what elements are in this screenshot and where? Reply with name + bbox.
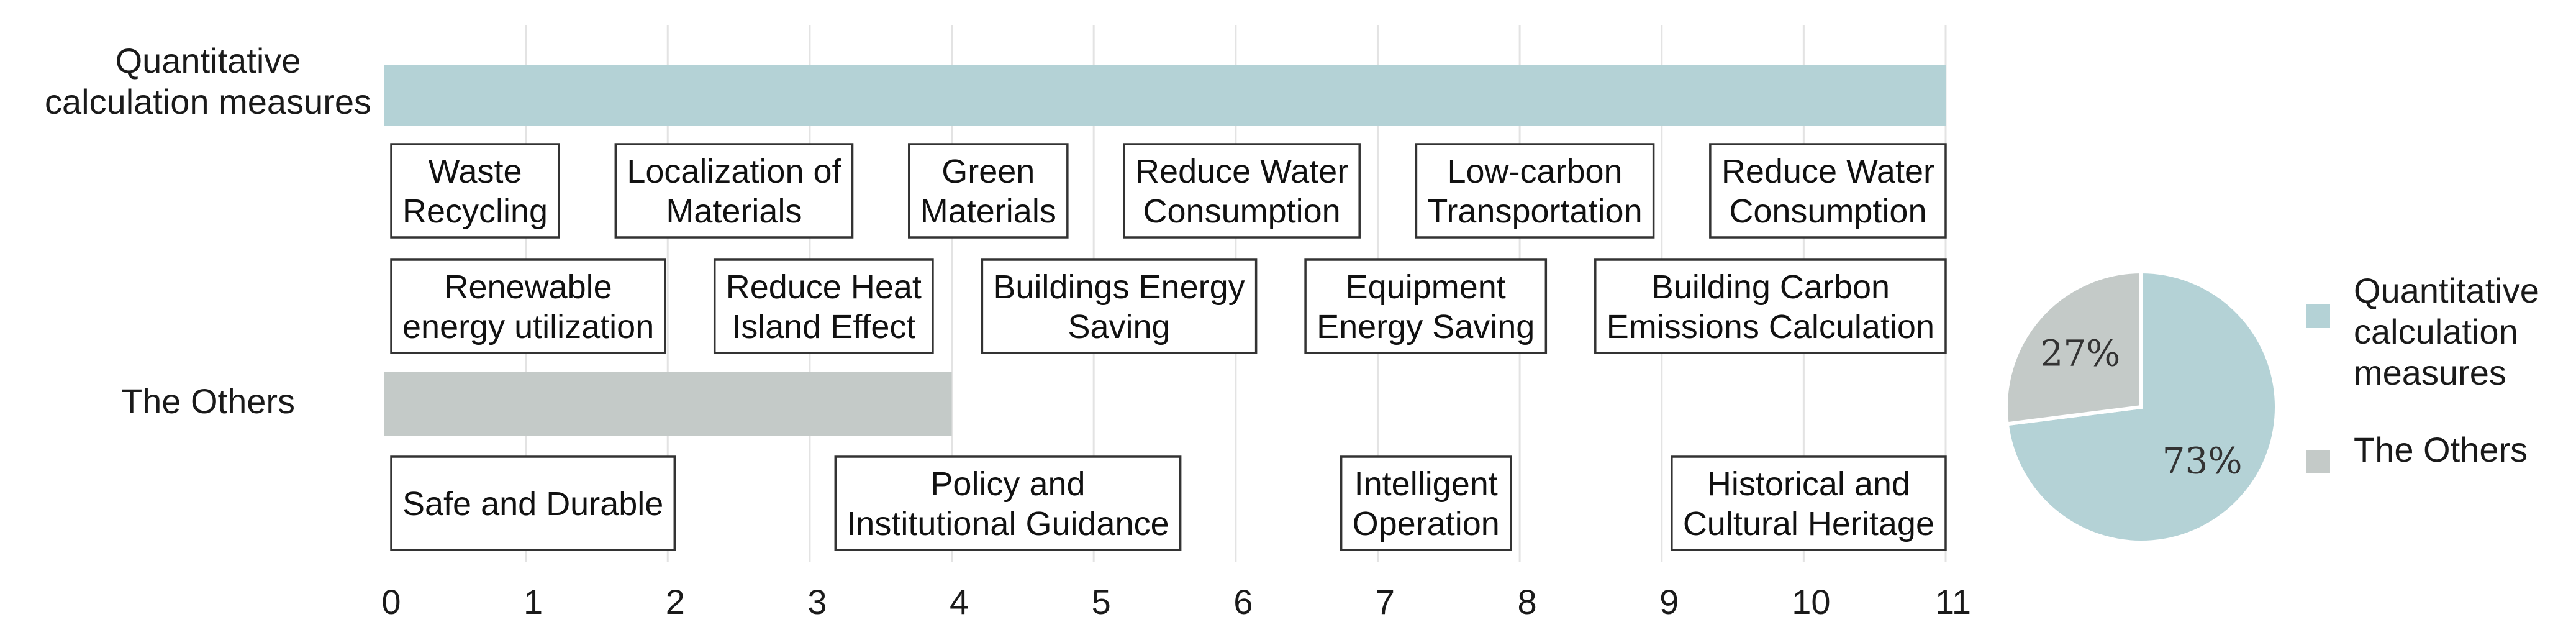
measure-box: Reduce Heat Island Effect xyxy=(713,258,934,354)
measure-box: Reduce Water Consumption xyxy=(1709,143,1947,239)
x-tick-label: 0 xyxy=(381,582,401,621)
x-tick-label: 4 xyxy=(950,582,969,621)
x-axis-ticks: 0 1 2 3 4 5 6 7 8 9 10 11 xyxy=(381,582,1971,621)
measure-box: Intelligent Operation xyxy=(1340,455,1512,551)
measure-label: Safe and Durable xyxy=(402,485,663,523)
measure-label: Low-carbon Transportation xyxy=(1427,153,1642,230)
measure-box: Renewable energy utilization xyxy=(390,258,666,354)
measure-label: Historical and Cultural Heritage xyxy=(1683,465,1934,542)
measure-label: Localization of Materials xyxy=(627,153,841,230)
x-tick-label: 9 xyxy=(1659,582,1679,621)
legend-swatch xyxy=(2306,450,2330,473)
measure-label: Reduce Water Consumption xyxy=(1135,153,1348,230)
pie-slice-others xyxy=(2004,269,2143,426)
bars xyxy=(384,65,1946,436)
measure-label: Waste Recycling xyxy=(402,153,548,230)
bar-others xyxy=(384,372,952,436)
pie-legend: Quantitative calculation measures The Other… xyxy=(2306,271,2539,473)
x-tick-label: 6 xyxy=(1233,582,1253,621)
legend-label: Quantitative calculation measures xyxy=(2354,271,2539,392)
measure-label: Green Materials xyxy=(920,153,1056,230)
pie-slice-label: 73% xyxy=(2162,439,2243,482)
category-label: The Others xyxy=(121,382,295,421)
measure-label: Equipment Energy Saving xyxy=(1317,268,1535,345)
measure-box: Buildings Energy Saving xyxy=(981,258,1258,354)
x-tick-label: 1 xyxy=(524,582,543,621)
measure-box: Low-carbon Transportation xyxy=(1415,143,1655,239)
category-labels: Quantitative calculation measures The Othe… xyxy=(45,41,371,421)
measure-label-boxes: Waste Recycling Localization of Materials Gr… xyxy=(390,143,1947,551)
x-tick-label: 5 xyxy=(1092,582,1111,621)
x-tick-label: 10 xyxy=(1792,582,1830,621)
legend-item: Quantitative calculation measures xyxy=(2306,271,2539,392)
measure-box: Reduce Water Consumption xyxy=(1123,143,1361,239)
measure-box: Equipment Energy Saving xyxy=(1304,258,1548,354)
x-tick-label: 7 xyxy=(1376,582,1395,621)
legend-item: The Others xyxy=(2306,430,2528,473)
measure-box: Safe and Durable xyxy=(390,455,676,551)
pie-slice-label: 27% xyxy=(2040,332,2120,375)
measure-label: Building Carbon Emissions Calculation xyxy=(1607,268,1934,345)
measure-label: Policy and Institutional Guidance xyxy=(846,465,1169,542)
measure-box: Waste Recycling xyxy=(390,143,560,239)
measure-box: Policy and Institutional Guidance xyxy=(834,455,1182,551)
measure-label: Buildings Energy Saving xyxy=(993,268,1245,345)
measure-label: Renewable energy utilization xyxy=(402,268,654,345)
category-label: Quantitative calculation measures xyxy=(45,41,371,121)
measure-box: Localization of Materials xyxy=(614,143,854,239)
legend-label: The Others xyxy=(2354,430,2528,469)
measure-box: Historical and Cultural Heritage xyxy=(1671,455,1947,551)
x-tick-label: 8 xyxy=(1518,582,1537,621)
x-tick-label: 2 xyxy=(666,582,685,621)
legend-swatch xyxy=(2306,304,2330,328)
measure-label: Reduce Water Consumption xyxy=(1721,153,1934,230)
measure-box: Green Materials xyxy=(908,143,1069,239)
pie-chart: 73% 27% xyxy=(2004,269,2279,544)
x-tick-label: 3 xyxy=(807,582,827,621)
measure-box: Building Carbon Emissions Calculation xyxy=(1594,258,1947,354)
x-tick-label: 11 xyxy=(1935,582,1971,621)
bar-quantitative xyxy=(384,65,1946,126)
measure-label: Reduce Heat Island Effect xyxy=(726,268,922,345)
measure-label: Intelligent Operation xyxy=(1353,465,1500,542)
